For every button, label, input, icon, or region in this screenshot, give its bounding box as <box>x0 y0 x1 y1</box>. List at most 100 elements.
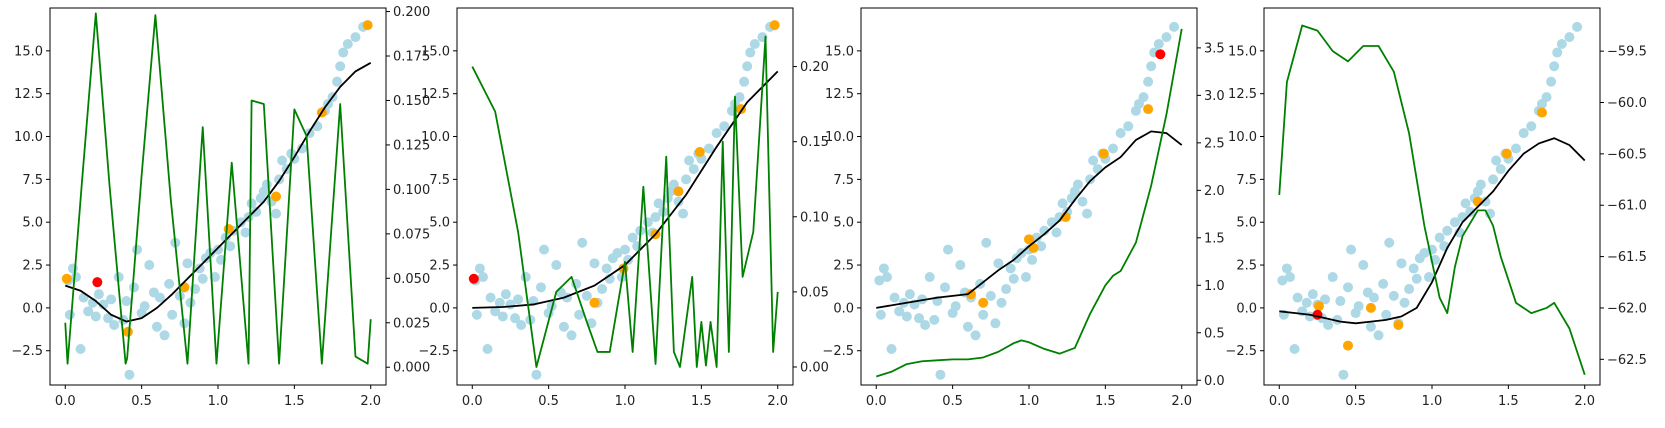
selected-point <box>1501 148 1512 159</box>
observed-point <box>1077 196 1088 207</box>
observed-point <box>1572 21 1583 32</box>
observed-point <box>197 273 208 284</box>
y-tick-label: 12.5 <box>825 87 854 102</box>
observed-point <box>70 272 81 283</box>
x-tick-label: 0.0 <box>866 394 887 409</box>
x-tick-label: 1.5 <box>1095 394 1116 409</box>
y2-tick-label: 0.20 <box>800 60 829 75</box>
observed-point <box>996 297 1007 308</box>
observed-point <box>75 344 86 355</box>
selected-point <box>1536 107 1547 118</box>
acquisition-line <box>876 28 1183 378</box>
y2-tick-label: 3.5 <box>1204 41 1225 56</box>
observed-point <box>1320 294 1331 305</box>
y-tick-label: 12.5 <box>1228 87 1257 102</box>
y2-tick-label: 3.0 <box>1204 89 1225 104</box>
observed-point <box>1292 292 1303 303</box>
y-tick-label: 0.0 <box>1236 301 1257 316</box>
observed-point <box>129 282 139 293</box>
observed-point <box>335 61 346 72</box>
observed-point <box>124 369 135 380</box>
y2-tick-label: −60.5 <box>1607 147 1647 162</box>
y2-tick-label: −61.0 <box>1607 199 1647 214</box>
observed-point <box>539 244 550 255</box>
observed-point <box>1123 121 1134 132</box>
observed-point <box>64 309 75 320</box>
selected-point <box>769 20 780 31</box>
observed-point <box>342 38 353 49</box>
observed-point <box>985 290 996 301</box>
observed-point <box>1005 263 1016 274</box>
observed-point <box>106 294 117 305</box>
selected-point <box>978 297 989 308</box>
observed-point <box>1388 290 1399 301</box>
observed-point <box>1465 206 1476 217</box>
y2-tick-label: 1.5 <box>1204 231 1225 246</box>
observed-point <box>194 263 205 274</box>
y2-tick-label: 2.0 <box>1204 184 1225 199</box>
x-tick-label: 1.0 <box>1422 394 1443 409</box>
observed-point <box>1549 61 1560 72</box>
y2-tick-label: 0.175 <box>393 50 430 65</box>
y-tick-label: 2.5 <box>22 259 43 274</box>
x-tick-label: 1.5 <box>284 394 305 409</box>
observed-point <box>516 320 527 331</box>
y-tick-label: 0.0 <box>833 301 854 316</box>
mean-line <box>1279 137 1586 325</box>
x-tick-label: 0.5 <box>131 394 152 409</box>
observed-point <box>894 306 905 317</box>
observed-point <box>558 321 569 332</box>
observed-point <box>513 294 524 305</box>
observed-point <box>235 217 246 228</box>
observed-point <box>1027 254 1038 265</box>
observed-point <box>132 244 143 255</box>
observed-point <box>1399 297 1410 308</box>
y-tick-label: 15.0 <box>825 44 854 59</box>
selected-point <box>122 326 133 337</box>
observed-point <box>1281 263 1292 274</box>
observed-point <box>271 208 282 219</box>
observed-point <box>240 227 251 238</box>
subplot-4: 0.0 0.5 1.0 1.5 2.0 −2.5 0.0 2.5 5.0 7.5 10.0 12.5 1… <box>1225 7 1647 409</box>
x-tick-label: 0.5 <box>538 394 559 409</box>
y-tick-label: 2.5 <box>429 259 450 274</box>
observed-point <box>485 292 496 303</box>
y2-tick-label: 0.05 <box>800 285 829 300</box>
observed-point <box>1518 128 1529 139</box>
observed-point <box>1051 227 1062 238</box>
x-tick-label: 1.5 <box>691 394 712 409</box>
y-tick-label: 7.5 <box>429 173 450 188</box>
y-tick-label: 0.0 <box>22 301 43 316</box>
observed-point <box>1115 128 1126 139</box>
observed-point <box>1008 273 1019 284</box>
observed-point <box>681 174 692 185</box>
observed-point <box>653 198 664 209</box>
next-point <box>468 273 479 284</box>
observed-point <box>494 297 505 308</box>
selected-point <box>673 186 684 197</box>
observed-point <box>1284 272 1295 283</box>
observed-point <box>179 318 190 329</box>
subplot-2: 0.0 0.5 1.0 1.5 2.0 −2.5 0.0 2.5 5.0 7.5 10.0 12.5 1… <box>418 7 829 409</box>
observed-point <box>1404 284 1415 295</box>
x-tick-label: 2.0 <box>1171 394 1192 409</box>
observed-point <box>551 260 562 271</box>
next-point <box>1312 309 1323 320</box>
y2-tick-label: 1.0 <box>1204 279 1225 294</box>
observed-point <box>332 76 343 87</box>
y-tick-label: 12.5 <box>14 87 43 102</box>
observed-point <box>914 313 925 324</box>
plot-area <box>874 21 1183 380</box>
y-tick-label: 2.5 <box>833 259 854 274</box>
y-tick-label: −2.5 <box>1225 344 1257 359</box>
observed-point <box>1338 369 1349 380</box>
observed-point <box>1475 179 1486 190</box>
observed-point <box>1419 248 1430 259</box>
plot-area <box>468 20 780 380</box>
observed-point <box>612 248 623 259</box>
y-tick-label: −2.5 <box>418 344 450 359</box>
observed-point <box>1346 244 1357 255</box>
observed-point <box>1143 76 1154 87</box>
observed-point <box>1541 92 1552 103</box>
